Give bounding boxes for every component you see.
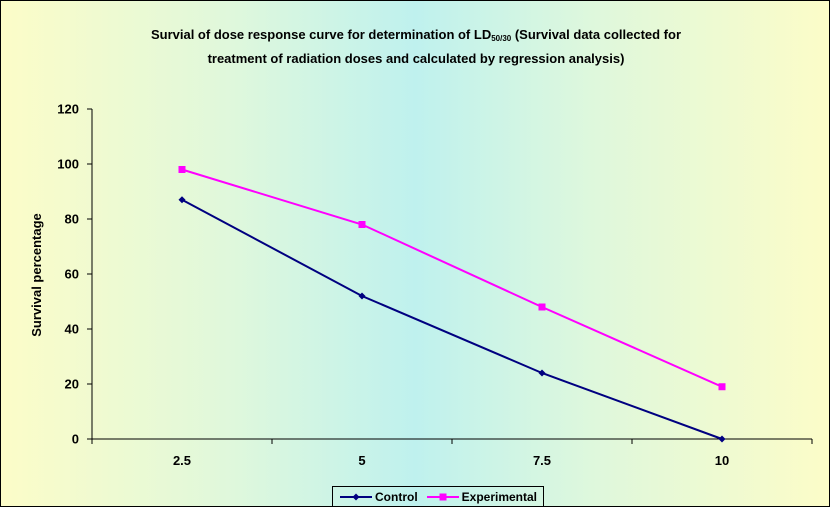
y-tick-label: 80: [65, 212, 79, 227]
legend: Control Experimental: [332, 486, 545, 507]
x-tick-label: 10: [715, 453, 729, 468]
data-point-experimental: [538, 303, 546, 311]
data-point-experimental: [178, 166, 186, 173]
series-line-control: [181, 198, 723, 440]
y-tick-label: 100: [57, 157, 79, 172]
legend-item-control: Control: [339, 490, 418, 504]
x-tick-label: 5: [358, 453, 365, 468]
data-point-control: [538, 369, 546, 377]
chart-title-rest: (Survival data collected for: [511, 27, 682, 42]
data-point-control: [358, 292, 366, 300]
chart-title-line2: treatment of radiation doses and calcula…: [207, 51, 625, 66]
data-point-experimental: [718, 383, 726, 391]
legend-label-control: Control: [375, 489, 418, 504]
y-tick-label: 0: [72, 432, 79, 447]
axes: 0 20 40 60 80 100 120 2.5 5 7.5 10: [57, 102, 813, 468]
chart-title: Survial of dose response curve for deter…: [61, 25, 771, 69]
chart-title-subscript: 50/30: [491, 34, 512, 43]
legend-marker-control: [340, 493, 372, 500]
y-tick-label: 60: [65, 267, 79, 282]
x-tick-label: 2.5: [173, 453, 191, 468]
data-point-control: [178, 196, 186, 204]
chart-title-main: Survial of dose response curve for deter…: [150, 27, 492, 42]
y-tick-label: 20: [65, 377, 79, 392]
series-line-experimental: [181, 168, 723, 388]
data-point-experimental: [358, 221, 366, 228]
y-axis-label: Survival percentage: [29, 213, 44, 337]
legend-label-experimental: Experimental: [461, 489, 538, 504]
x-tick-label: 7.5: [533, 453, 551, 468]
series-layer: [178, 166, 726, 443]
data-point-control: [718, 435, 726, 443]
legend-marker-experimental: [426, 493, 459, 500]
y-tick-label: 120: [57, 102, 79, 117]
y-tick-label: 40: [65, 322, 79, 337]
legend-item-experimental: Experimental: [426, 490, 537, 504]
